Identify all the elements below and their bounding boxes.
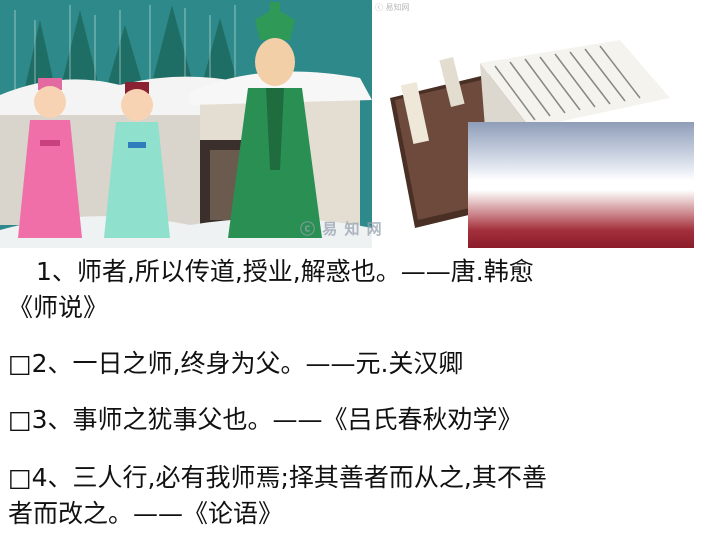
watermark-top: ⓒ 易知网 <box>375 3 410 12</box>
gradient-decoration <box>468 122 694 248</box>
quote-3: □3、事师之犹事父也。——《吕氏春秋劝学》 <box>8 402 523 438</box>
quote-3-text: 3、事师之犹事父也。——《吕氏春秋劝学》 <box>31 405 523 434</box>
bullet-glyph: □ <box>8 349 32 378</box>
quote-2: □2、一日之师,终身为父。——元.关汉卿 <box>8 346 463 382</box>
quote-4: □4、三人行,必有我师焉;择其善者而从之,其不善 者而改之。——《论语》 <box>8 460 547 532</box>
quote-1-text: 1、师者,所以传道,授业,解惑也。——唐.韩愈 <box>36 257 534 286</box>
quote-1: 1、师者,所以传道,授业,解惑也。——唐.韩愈 《师说》 <box>8 254 534 326</box>
quote-4-line1: 4、三人行,必有我师焉;择其善者而从之,其不善 <box>31 463 547 492</box>
quote-1-continuation: 《师说》 <box>8 293 109 322</box>
bullet-glyph: □ <box>8 463 32 492</box>
teacher-students-illustration <box>0 0 372 248</box>
watermark-center: ⓒ 易 知 网 <box>300 220 383 238</box>
quote-4-line2: 者而改之。——《论语》 <box>8 499 284 528</box>
bullet-glyph: □ <box>8 405 32 434</box>
quote-2-text: 2、一日之师,终身为父。——元.关汉卿 <box>31 349 464 378</box>
